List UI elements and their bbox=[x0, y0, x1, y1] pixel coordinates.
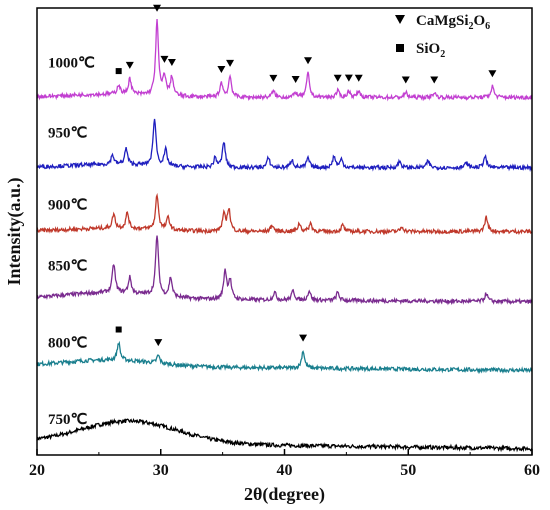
series-labels: 750℃ 800℃ 850℃ 900℃ 950℃ 1000℃ bbox=[48, 55, 95, 428]
series-label-900c: 900℃ bbox=[48, 198, 88, 214]
camgsi2o6-marker bbox=[269, 74, 278, 82]
x-tick-label: 20 bbox=[29, 462, 45, 479]
sio2-marker bbox=[115, 326, 122, 333]
series-line-1000c bbox=[36, 19, 533, 102]
x-tick-label: 40 bbox=[277, 462, 293, 479]
y-axis-title: Intensity(a.u.) bbox=[4, 177, 25, 285]
x-tick-label: 60 bbox=[524, 462, 540, 479]
camgsi2o6-marker bbox=[333, 74, 342, 82]
camgsi2o6-marker bbox=[401, 76, 410, 84]
series-label-1000c: 1000℃ bbox=[48, 55, 95, 71]
series-line-850c bbox=[36, 235, 533, 306]
series-label-750c: 750℃ bbox=[48, 412, 88, 428]
x-axis: 20 30 40 50 60 bbox=[29, 449, 540, 479]
camgsi2o6-marker bbox=[291, 76, 300, 84]
x-axis-title: 2θ(degree) bbox=[244, 484, 325, 505]
camgsi2o6-marker bbox=[125, 61, 134, 69]
series-line-750c bbox=[36, 417, 533, 453]
legend-square-icon bbox=[396, 44, 404, 52]
series-label-950c: 950℃ bbox=[48, 126, 88, 142]
camgsi2o6-marker bbox=[217, 65, 226, 73]
legend-label: SiO2 bbox=[416, 41, 445, 60]
series-layer bbox=[36, 19, 533, 453]
camgsi2o6-marker bbox=[488, 70, 497, 78]
series-label-800c: 800℃ bbox=[48, 336, 88, 352]
series-line-950c bbox=[36, 118, 533, 172]
camgsi2o6-marker bbox=[354, 74, 363, 82]
camgsi2o6-marker bbox=[167, 58, 176, 66]
camgsi2o6-marker bbox=[226, 59, 235, 67]
series-label-850c: 850℃ bbox=[48, 259, 88, 275]
marker-layer bbox=[115, 4, 497, 347]
series-line-800c bbox=[36, 340, 533, 375]
legend-label: CaMgSi2O6 bbox=[416, 13, 490, 32]
x-tick-label: 30 bbox=[153, 462, 169, 479]
series-line-900c bbox=[36, 192, 533, 236]
legend-triangle-icon bbox=[395, 15, 405, 24]
camgsi2o6-marker bbox=[430, 76, 439, 84]
camgsi2o6-marker bbox=[299, 334, 308, 342]
camgsi2o6-marker bbox=[304, 57, 313, 65]
x-tick-label: 50 bbox=[400, 462, 416, 479]
camgsi2o6-marker bbox=[154, 339, 163, 347]
camgsi2o6-marker bbox=[344, 74, 353, 82]
camgsi2o6-marker bbox=[160, 55, 169, 63]
legend: CaMgSi2O6 SiO2 bbox=[395, 13, 490, 60]
sio2-marker bbox=[115, 68, 122, 75]
